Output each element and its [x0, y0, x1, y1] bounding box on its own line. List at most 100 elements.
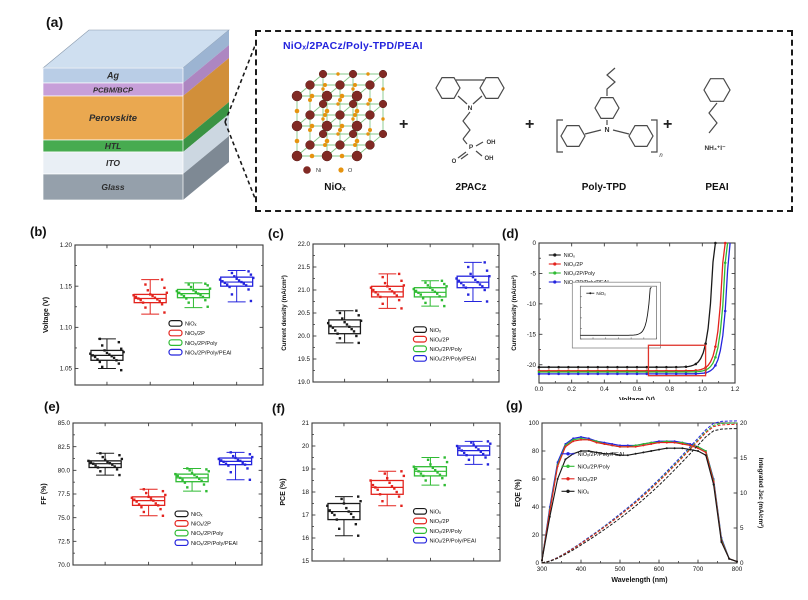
svg-text:0.4: 0.4 [600, 386, 609, 393]
panel-label-c: (c) [268, 226, 284, 241]
svg-text:0.0: 0.0 [535, 386, 544, 393]
svg-text:N: N [604, 127, 609, 134]
svg-text:40: 40 [532, 504, 540, 511]
svg-text:OH: OH [485, 156, 494, 162]
svg-text:0.8: 0.8 [665, 386, 674, 393]
svg-text:17: 17 [302, 512, 310, 519]
svg-text:Voltage (V): Voltage (V) [43, 297, 50, 333]
svg-text:0: 0 [532, 240, 536, 247]
svg-text:NiOₓ/2P/Poly/PEAI: NiOₓ/2P/Poly/PEAI [429, 357, 476, 363]
svg-text:NiOₓ: NiOₓ [564, 253, 575, 259]
panel-label-d: (d) [502, 226, 519, 241]
svg-text:0.2: 0.2 [567, 386, 576, 393]
svg-text:NiOₓ/2P/Poly: NiOₓ/2P/Poly [430, 529, 463, 535]
svg-text:Glass: Glass [101, 182, 124, 192]
svg-text:20: 20 [302, 443, 310, 450]
svg-text:77.5: 77.5 [58, 491, 71, 498]
svg-text:22.0: 22.0 [298, 241, 311, 248]
svg-text:NiOₓ/2P: NiOₓ/2P [564, 262, 584, 268]
svg-text:N: N [468, 105, 473, 112]
svg-text:21.0: 21.0 [298, 287, 311, 294]
svg-text:NiOₓ: NiOₓ [430, 510, 442, 516]
svg-text:O: O [348, 168, 353, 174]
svg-text:NiOₓ/2P/Poly: NiOₓ/2P/Poly [564, 271, 595, 277]
svg-text:Integrated Jsc (mA/cm²): Integrated Jsc (mA/cm²) [757, 458, 764, 529]
svg-text:Current density (mA/cm²): Current density (mA/cm²) [281, 275, 288, 351]
svg-text:21: 21 [302, 420, 310, 427]
svg-text:NH₃⁺I⁻: NH₃⁺I⁻ [704, 145, 726, 152]
svg-text:NiOₓ/2P/Poly/PEAI: NiOₓ/2P/Poly/PEAI [578, 452, 625, 458]
plus-sign: + [525, 116, 535, 133]
plus-sign: + [399, 116, 409, 133]
svg-text:19: 19 [302, 466, 310, 473]
svg-text:NiOₓ/2P: NiOₓ/2P [429, 337, 449, 343]
svg-text:800: 800 [732, 566, 743, 573]
svg-text:-10: -10 [527, 301, 537, 308]
svg-text:NiOₓ/2P: NiOₓ/2P [430, 519, 450, 525]
svg-text:72.5: 72.5 [58, 539, 71, 546]
svg-text:-5: -5 [530, 271, 536, 278]
svg-text:NiOₓ/2P/Poly/PEAI: NiOₓ/2P/Poly/PEAI [185, 350, 232, 356]
svg-text:1.20: 1.20 [60, 242, 73, 249]
svg-text:18: 18 [302, 489, 310, 496]
svg-text:NiOₓ: NiOₓ [429, 328, 441, 334]
plus-sign: + [663, 116, 673, 133]
svg-text:Voltage (V): Voltage (V) [619, 397, 655, 400]
svg-text:1.05: 1.05 [60, 366, 73, 373]
svg-text:500: 500 [615, 566, 626, 573]
molecule-label-peai: PEAI [705, 182, 729, 193]
svg-text:15: 15 [740, 455, 748, 462]
svg-text:-20: -20 [527, 362, 537, 369]
svg-text:NiOₓ: NiOₓ [578, 489, 590, 495]
svg-text:NiOₓ/2P/Poly: NiOₓ/2P/Poly [191, 531, 224, 537]
svg-text:20.5: 20.5 [298, 310, 311, 317]
svg-text:NiOₓ/2P: NiOₓ/2P [191, 522, 211, 528]
svg-text:OH: OH [487, 140, 496, 146]
composition-title: NiOₓ/2PACz/Poly-TPD/PEAI [283, 40, 423, 52]
molecule-label-2pacz: 2PACz [455, 182, 487, 193]
svg-text:Wavelength (nm): Wavelength (nm) [611, 577, 667, 584]
panel-label-e: (e) [44, 399, 60, 414]
eqe-chart: 0 20 40 60 80 100 0 5 10 15 20 300 400 500 600 700 800 Ni… [515, 420, 764, 584]
svg-text:20: 20 [740, 420, 748, 427]
svg-text:NiOₓ/2P/Poly/PEAI: NiOₓ/2P/Poly/PEAI [430, 538, 477, 544]
svg-text:FF (%): FF (%) [41, 483, 48, 504]
svg-text:16: 16 [302, 535, 310, 542]
svg-text:NiOₓ/2P/Poly: NiOₓ/2P/Poly [185, 341, 218, 347]
poly-tpd-structure: Nn [556, 67, 663, 159]
svg-text:15: 15 [302, 558, 310, 565]
svg-text:PCBM/BCP: PCBM/BCP [93, 86, 134, 95]
svg-text:O: O [452, 159, 457, 165]
svg-text:ITO: ITO [106, 158, 120, 168]
svg-text:0: 0 [535, 560, 539, 567]
svg-text:NiOₓ/2P: NiOₓ/2P [185, 331, 205, 337]
molecule-label-polytpd: Poly-TPD [581, 182, 627, 193]
boxplot-voltage: 1.05 1.10 1.15 1.20 NiOₓ NiOₓ/2P NiOₓ/2P/Poly N… [43, 242, 264, 386]
svg-text:NiOₓ: NiOₓ [185, 322, 197, 328]
boxplot-current-density: 19.0 19.5 20.0 20.5 21.0 21.5 22.0 NiOₓ NiOₓ/2P N… [281, 241, 500, 386]
composition-box: NiOₓ/2PACz/Poly-TPD/PEAI Ni O + N P O OH OH +… [255, 30, 793, 212]
svg-text:82.5: 82.5 [58, 444, 71, 451]
device-stack-schematic: Ag PCBM/BCP Perovskite HTL ITO Glass [42, 29, 230, 201]
svg-text:20: 20 [532, 532, 540, 539]
boxplot-pce: 15 16 17 18 19 20 21 NiOₓ NiOₓ/2P NiOₓ/2P/Poly NiO… [280, 420, 501, 565]
svg-text:21.5: 21.5 [298, 264, 311, 271]
svg-text:0.6: 0.6 [633, 386, 642, 393]
panel-label-b: (b) [30, 224, 47, 239]
svg-text:80.0: 80.0 [58, 468, 71, 475]
svg-text:P: P [469, 144, 474, 151]
jv-curves-chart: 0 -5 -10 -15 -20 0.0 0.2 0.4 0.6 0.8 1.0 1.2 NiOₓ NiO… [511, 240, 740, 400]
svg-text:400: 400 [576, 566, 587, 573]
svg-text:19.5: 19.5 [298, 356, 311, 363]
svg-text:75.0: 75.0 [58, 515, 71, 522]
svg-text:85.0: 85.0 [58, 420, 71, 427]
svg-text:10: 10 [740, 490, 748, 497]
boxplot-ff: 70.0 72.5 75.0 77.5 80.0 82.5 85.0 NiOₓ NiOₓ/2P N… [41, 420, 263, 569]
svg-text:20.0: 20.0 [298, 333, 311, 340]
svg-text:0: 0 [740, 560, 744, 567]
svg-text:1.10: 1.10 [60, 325, 73, 332]
svg-text:Ag: Ag [106, 71, 119, 81]
svg-text:NiOₓ/2P/Poly: NiOₓ/2P/Poly [578, 464, 611, 470]
svg-text:n: n [659, 153, 663, 159]
svg-text:NiOₓ: NiOₓ [191, 512, 203, 518]
